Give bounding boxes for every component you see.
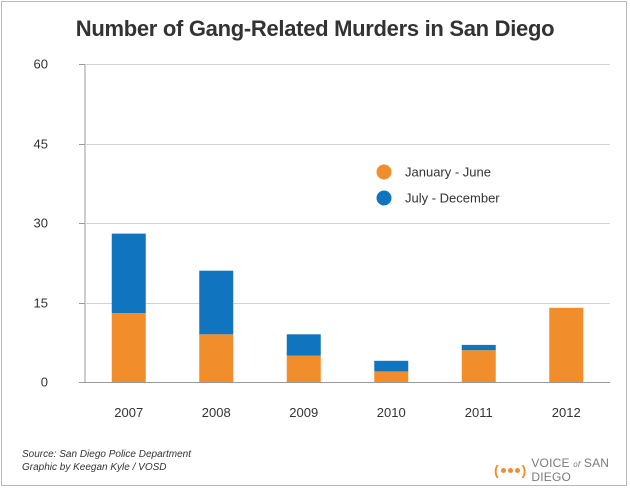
bar (461, 350, 496, 382)
legend: January - June July - December (376, 164, 500, 206)
bar (461, 344, 496, 351)
brand-logo: () VOICE of SAN DIEGO (494, 456, 630, 484)
footer: Source: San Diego Police Department Grap… (22, 448, 191, 474)
y-tick-label: 60 (34, 57, 48, 72)
x-tick-label: 2007 (114, 405, 143, 420)
y-tick-label: 45 (34, 137, 48, 152)
x-tick-label: 2008 (202, 405, 231, 420)
chart-title: Number of Gang-Related Murders in San Di… (75, 16, 555, 41)
credit-note: Graphic by Keegan Kyle / VOSD (22, 462, 167, 473)
bar (286, 355, 321, 382)
x-axis-ticks: 2007 2008 2009 2010 2011 2012 (114, 405, 580, 420)
legend-label: January - June (405, 165, 491, 180)
legend-marker (376, 164, 392, 180)
y-axis-ticks: 0 15 30 45 60 (34, 57, 48, 390)
x-tick-label: 2011 (465, 405, 493, 420)
bar (286, 334, 321, 356)
x-tick-label: 2010 (377, 405, 406, 420)
x-tick-label: 2012 (552, 405, 581, 420)
source-note: Source: San Diego Police Department (22, 449, 191, 460)
legend-label: July - December (405, 191, 500, 206)
y-tick-label: 30 (34, 216, 48, 231)
bar (111, 233, 146, 314)
legend-marker (376, 190, 392, 206)
bar (199, 270, 234, 335)
brand-name: VOICE of SAN DIEGO (531, 456, 610, 484)
y-tick-label: 0 (41, 375, 48, 390)
gridlines (79, 64, 610, 383)
bar (374, 360, 409, 372)
bar (199, 334, 234, 382)
y-tick-label: 15 (34, 296, 48, 311)
x-tick-label: 2009 (289, 405, 318, 420)
bar (374, 371, 409, 382)
bar (111, 313, 146, 382)
brand-mark-icon: () (494, 462, 527, 478)
bars (111, 233, 584, 382)
bar (549, 307, 584, 382)
